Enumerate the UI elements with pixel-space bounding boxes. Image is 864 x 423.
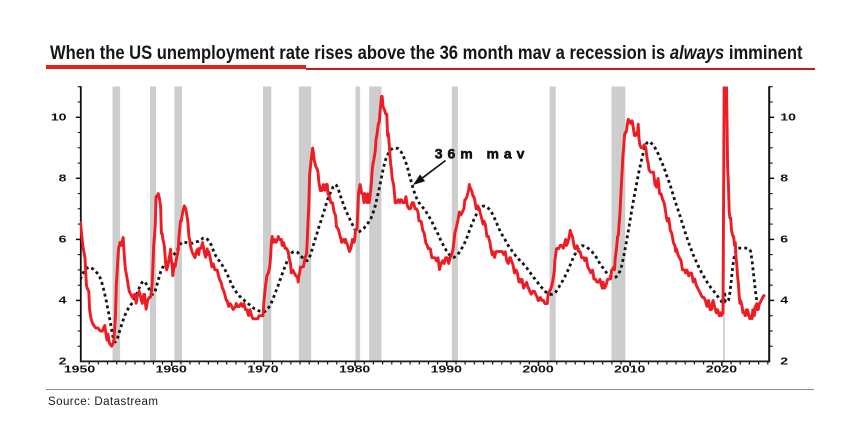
svg-text:6: 6 (780, 234, 788, 245)
svg-text:10: 10 (780, 112, 796, 123)
svg-text:1980: 1980 (339, 364, 371, 375)
svg-text:6: 6 (59, 234, 67, 245)
svg-text:2010: 2010 (614, 364, 646, 375)
svg-text:2: 2 (59, 356, 67, 367)
svg-text:8: 8 (780, 173, 788, 184)
svg-text:4: 4 (59, 295, 67, 306)
svg-text:1990: 1990 (431, 364, 463, 375)
svg-text:10: 10 (51, 112, 67, 123)
svg-text:2: 2 (780, 356, 788, 367)
svg-text:1950: 1950 (64, 364, 96, 375)
svg-text:2020: 2020 (706, 364, 738, 375)
svg-text:1970: 1970 (247, 364, 279, 375)
svg-text:36m mav: 36m mav (435, 146, 530, 162)
svg-text:8: 8 (59, 173, 67, 184)
svg-text:2000: 2000 (522, 364, 554, 375)
svg-text:4: 4 (780, 295, 788, 306)
svg-text:1960: 1960 (156, 364, 188, 375)
